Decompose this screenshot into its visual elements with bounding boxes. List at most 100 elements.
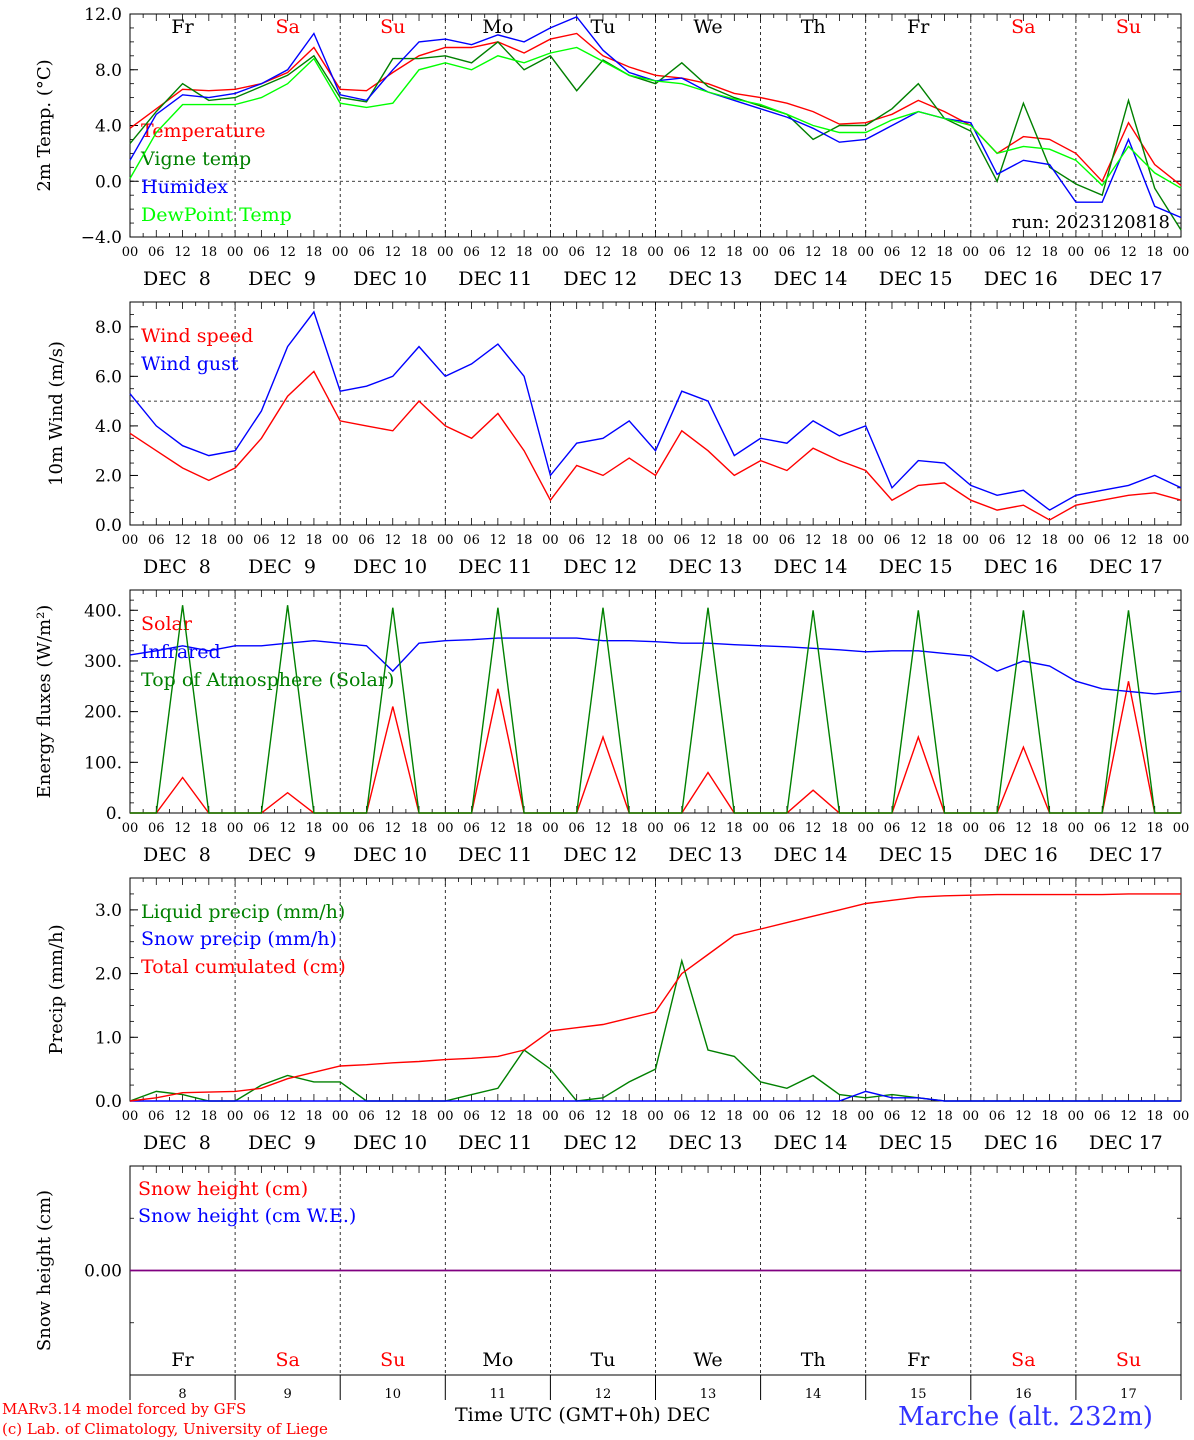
hour-tick-label: 12: [910, 533, 927, 548]
hour-tick-label: 00: [857, 245, 874, 260]
date-label: DEC 11: [458, 844, 532, 866]
series-line-vigne-temp: [129, 40, 1182, 231]
legend-entry: Snow height (cm): [138, 1178, 308, 1200]
hour-tick-label: 18: [726, 821, 743, 836]
legend-entry: Snow precip (mm/h): [141, 928, 337, 950]
hour-tick-label: 06: [779, 245, 796, 260]
hour-tick-label: 18: [306, 1109, 323, 1124]
y-tick-label: 0.0: [95, 172, 122, 192]
hour-tick-label: 18: [1041, 533, 1058, 548]
hour-tick-label: 12: [490, 533, 507, 548]
hour-tick-label: 00: [227, 533, 244, 548]
hour-tick-label: 18: [936, 821, 953, 836]
hour-tick-label: 12: [384, 821, 401, 836]
hour-tick-label: 18: [831, 245, 848, 260]
hour-tick-label: 06: [358, 245, 375, 260]
day-label-bottom: Sa: [275, 1349, 299, 1371]
date-label: DEC 10: [353, 268, 427, 290]
x-axis-label: Time UTC (GMT+0h) DEC: [455, 1404, 711, 1426]
day-label-bottom: Tu: [590, 1349, 615, 1371]
hour-tick-label: 18: [621, 245, 638, 260]
y-tick-label: 0.0: [95, 516, 122, 536]
hour-tick-label: 06: [358, 1109, 375, 1124]
date-label: DEC 15: [879, 268, 953, 290]
date-label: DEC 15: [879, 844, 953, 866]
hour-tick-label: 00: [122, 245, 139, 260]
date-label: DEC 9: [248, 1132, 316, 1154]
hour-tick-label: 00: [437, 1109, 454, 1124]
hour-tick-label: 06: [463, 245, 480, 260]
hour-tick-label: 00: [647, 821, 664, 836]
hour-tick-label: 00: [542, 1109, 559, 1124]
date-label: DEC 8: [143, 844, 211, 866]
day-label-top: We: [693, 16, 722, 38]
hour-tick-label: 18: [1146, 245, 1163, 260]
y-tick-label: 1.0: [95, 1028, 122, 1048]
hour-tick-label: 06: [1094, 245, 1111, 260]
hour-tick-label: 12: [700, 1109, 717, 1124]
day-label-bottom: Mo: [482, 1349, 513, 1371]
hour-tick-label: 06: [884, 245, 901, 260]
date-label: DEC 9: [248, 844, 316, 866]
date-label: DEC 17: [1089, 556, 1163, 578]
hour-tick-label: 06: [779, 1109, 796, 1124]
y-tick-label: 4.0: [95, 417, 122, 437]
hour-tick-label: 00: [1173, 245, 1190, 260]
y-tick-label: 12.0: [84, 5, 122, 25]
hour-tick-label: 12: [384, 1109, 401, 1124]
footer-credit: (c) Lab. of Climatology, University of L…: [2, 1420, 328, 1438]
hour-tick-label: 00: [1068, 1109, 1085, 1124]
hour-tick-label: 18: [516, 533, 533, 548]
hour-tick-label: 06: [989, 245, 1006, 260]
hour-tick-label: 00: [542, 821, 559, 836]
hour-tick-label: 18: [726, 533, 743, 548]
hour-tick-label: 00: [332, 245, 349, 260]
hour-tick-label: 18: [516, 1109, 533, 1124]
day-number: 9: [284, 1387, 292, 1402]
day-number: 17: [1120, 1387, 1137, 1402]
hour-tick-label: 00: [122, 821, 139, 836]
day-label-top: Fr: [171, 16, 194, 38]
series-line-top-of-atmosphere-solar-: [130, 605, 1181, 814]
date-label: DEC 12: [563, 844, 637, 866]
hour-tick-label: 18: [306, 821, 323, 836]
hour-tick-label: 12: [490, 821, 507, 836]
hour-tick-label: 00: [122, 1109, 139, 1124]
hour-tick-label: 12: [595, 245, 612, 260]
date-label: DEC 11: [458, 1132, 532, 1154]
hour-tick-label: 00: [752, 821, 769, 836]
day-label-bottom: Fr: [907, 1349, 930, 1371]
hour-tick-label: 06: [1094, 1109, 1111, 1124]
series-line-wind-gust: [129, 310, 1182, 511]
hour-tick-label: 12: [1015, 1109, 1032, 1124]
y-tick-label: 400.: [84, 601, 122, 621]
hour-tick-label: 00: [437, 821, 454, 836]
date-label: DEC 12: [563, 1132, 637, 1154]
hour-tick-label: 00: [542, 533, 559, 548]
hour-tick-label: 06: [674, 1109, 691, 1124]
legend-entry: Humidex: [141, 176, 228, 198]
hour-tick-label: 12: [1120, 245, 1137, 260]
date-label: DEC 12: [563, 268, 637, 290]
hour-tick-label: 12: [910, 821, 927, 836]
date-label: DEC 8: [143, 556, 211, 578]
hour-tick-label: 06: [253, 1109, 270, 1124]
series-line-temperature: [129, 32, 1182, 186]
day-label-bottom: Su: [380, 1349, 405, 1371]
hour-tick-label: 00: [332, 821, 349, 836]
hour-tick-label: 00: [227, 821, 244, 836]
hour-tick-label: 12: [595, 1109, 612, 1124]
day-label-top: Su: [1116, 16, 1141, 38]
date-label: DEC 16: [984, 268, 1058, 290]
y-tick-label: −4.0: [81, 228, 122, 248]
date-label: DEC 16: [984, 556, 1058, 578]
hour-tick-label: 18: [726, 1109, 743, 1124]
hour-tick-label: 12: [1120, 1109, 1137, 1124]
date-label: DEC 14: [774, 268, 848, 290]
date-label: DEC 14: [774, 556, 848, 578]
y-tick-label: 300.: [84, 652, 122, 672]
hour-tick-label: 18: [411, 533, 428, 548]
series-line-wind-speed: [129, 370, 1182, 521]
run-label: run: 2023120818: [1012, 212, 1170, 233]
hour-tick-label: 00: [647, 245, 664, 260]
